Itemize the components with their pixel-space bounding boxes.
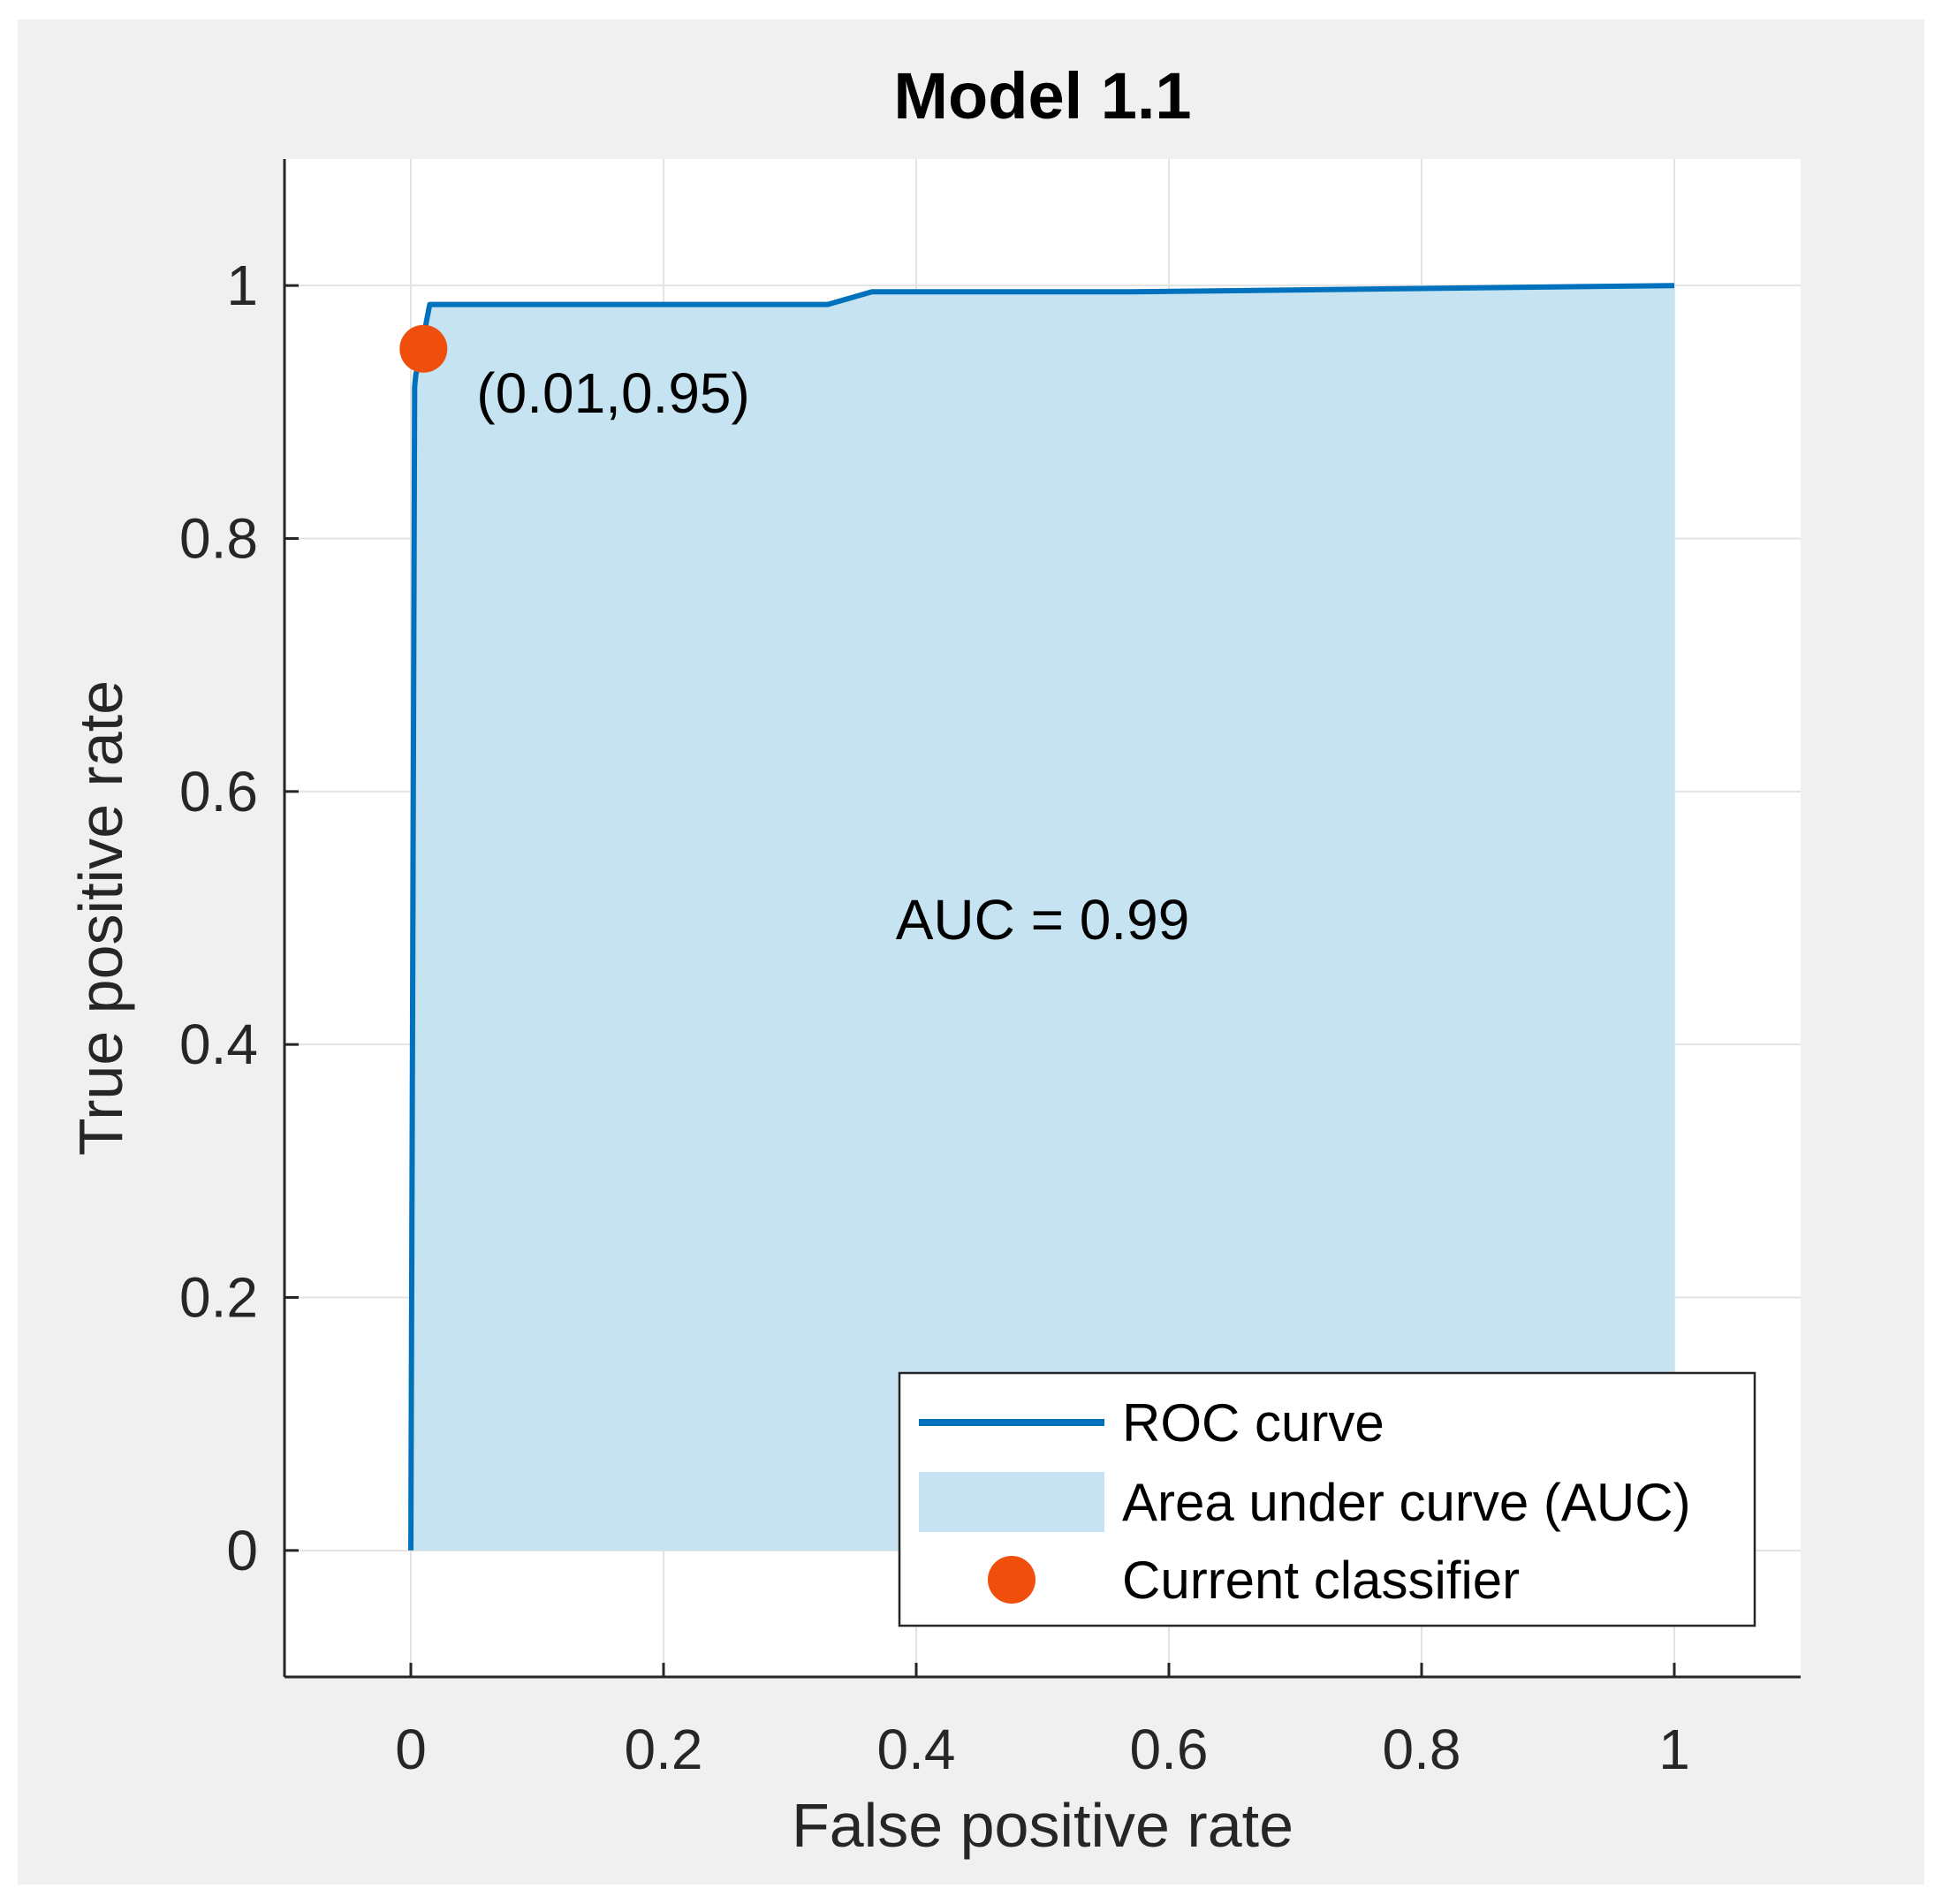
y-tick-label: 0.4 xyxy=(179,1013,258,1076)
axes-layer xyxy=(283,159,1801,1679)
classifier-point-label: (0.01,0.95) xyxy=(476,361,750,425)
auc-area xyxy=(411,285,1674,1551)
y-axis-label: True positive rate xyxy=(66,680,135,1156)
y-tick-label: 0.6 xyxy=(179,760,258,823)
y-tick-label: 0.8 xyxy=(179,507,258,571)
x-tick-label: 0.4 xyxy=(877,1718,956,1781)
y-tick-label: 0 xyxy=(226,1519,258,1582)
auc-value-label: AUC = 0.99 xyxy=(896,888,1190,952)
y-tick-label: 0.2 xyxy=(179,1266,258,1330)
x-tick-label: 1 xyxy=(1658,1718,1690,1781)
roc-curve-line xyxy=(408,283,1675,1551)
current-classifier-point xyxy=(399,324,448,373)
legend-entry-roc: ROC curve xyxy=(1122,1393,1384,1453)
legend-classifier-swatch xyxy=(988,1556,1035,1604)
legend-auc-swatch xyxy=(919,1472,1104,1532)
x-tick-label: 0.8 xyxy=(1383,1718,1461,1781)
tick-layer: 0 0.2 0.4 0.6 0.8 1 0 0.2 0.4 0.6 0.8 1 xyxy=(179,254,1690,1781)
x-axis-label: False positive rate xyxy=(792,1791,1293,1860)
legend: ROC curve Area under curve (AUC) Current… xyxy=(898,1371,1756,1627)
figure-frame: 0 0.2 0.4 0.6 0.8 1 0 0.2 0.4 0.6 0.8 1 Model 1.1 F… xyxy=(18,19,1924,1885)
x-tick-label: 0.2 xyxy=(625,1718,703,1781)
roc-chart: 0 0.2 0.4 0.6 0.8 1 0 0.2 0.4 0.6 0.8 1 Model 1.1 F… xyxy=(66,59,1801,1860)
x-tick-label: 0.6 xyxy=(1130,1718,1209,1781)
chart-title: Model 1.1 xyxy=(893,59,1191,133)
legend-entry-classifier: Current classifier xyxy=(1122,1551,1520,1610)
y-tick-label: 1 xyxy=(226,254,258,317)
legend-entry-auc: Area under curve (AUC) xyxy=(1122,1473,1691,1532)
x-tick-label: 0 xyxy=(395,1718,427,1781)
